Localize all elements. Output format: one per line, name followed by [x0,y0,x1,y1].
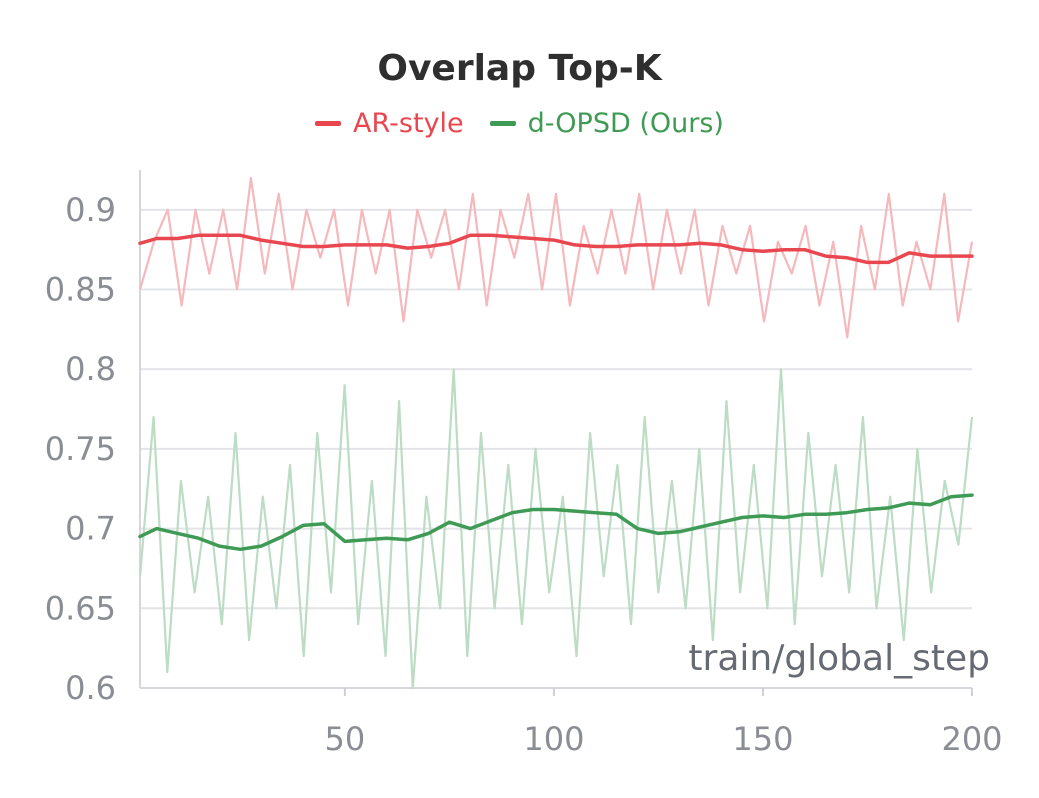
tick-labels: 0.6 0.65 0.7 0.75 0.8 0.85 0.9 50 100 150 200 [45,191,1003,758]
x-tick-label: 200 [941,720,1002,758]
y-tick-label: 0.7 [65,510,116,548]
raw-line-1 [138,368,974,690]
y-tick-label: 0.9 [65,191,116,229]
legend-swatch-ar-style [315,121,342,126]
legend-item-d-opsd[interactable]: d-OPSD (Ours) [489,108,724,139]
smoothed-series [138,233,974,552]
legend-label-ar-style: AR-style [353,108,464,139]
y-tick-label: 0.8 [65,350,116,388]
chart-title: Overlap Top-K [377,48,662,89]
x-tick-label: 50 [325,720,366,758]
y-tick-label: 0.75 [45,430,116,468]
raw-series [138,176,974,690]
legend-label-d-opsd: d-OPSD (Ours) [527,108,724,139]
x-tick-label: 150 [732,720,793,758]
legend-item-ar-style[interactable]: AR-style [315,108,464,139]
smoothed-line-1 [138,493,974,552]
chart-legend: AR-style d-OPSD (Ours) [0,108,1039,139]
y-tick-label: 0.65 [45,589,116,627]
y-tick-label: 0.6 [65,669,116,707]
smoothed-line-0 [138,233,974,265]
legend-swatch-d-opsd [489,121,516,126]
grid-lines [140,208,972,689]
x-tick-label: 100 [523,720,584,758]
x-axis-label: train/global_step [688,638,990,679]
raw-line-0 [138,176,974,339]
axes [139,170,973,696]
y-tick-label: 0.85 [45,271,116,309]
